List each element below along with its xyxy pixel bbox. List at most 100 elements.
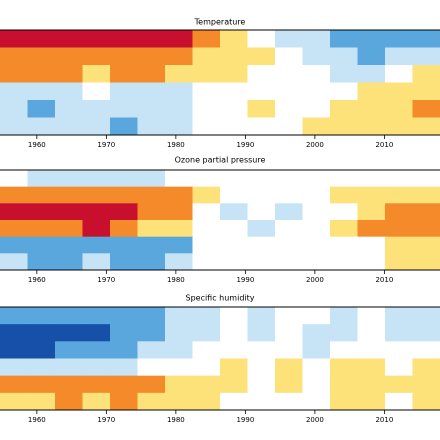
heat-cell [192, 82, 221, 101]
heat-cell [137, 47, 166, 66]
heat-cell [0, 117, 28, 136]
heat-cell [55, 375, 83, 394]
heat-cell [220, 375, 248, 394]
heat-cell [110, 253, 138, 271]
heat-cell [247, 358, 276, 377]
heat-cell [192, 236, 221, 254]
heat-cell [275, 117, 303, 136]
heat-cell [385, 100, 413, 118]
heat-cell [55, 100, 83, 118]
heat-cell [27, 236, 56, 254]
heat-cell [302, 82, 331, 101]
heat-cell [220, 253, 248, 271]
heat-cell [357, 65, 386, 83]
heat-cell [165, 307, 193, 325]
heat-cell [357, 117, 386, 136]
heat-cell [110, 392, 138, 411]
heat-cell [110, 82, 138, 101]
heat-cell [385, 203, 413, 221]
heat-cell [412, 186, 440, 204]
heat-cell [412, 47, 440, 66]
heat-cell [165, 253, 193, 271]
heat-cell [55, 341, 83, 359]
heat-cell [27, 82, 56, 101]
heat-cell [220, 341, 248, 359]
x-tick-label: 2000 [306, 276, 324, 284]
heat-cell [55, 392, 83, 411]
heat-cell [165, 220, 193, 238]
heat-cell [0, 170, 28, 188]
heat-cell [165, 341, 193, 359]
heat-cell [247, 375, 276, 394]
heat-cell [302, 220, 331, 238]
heat-cell [247, 47, 276, 66]
heat-cell [412, 220, 440, 238]
heat-cell [192, 186, 221, 204]
heat-cell [302, 341, 331, 359]
heat-cell [55, 203, 83, 221]
heat-cell [357, 30, 386, 48]
heat-cell [82, 65, 111, 83]
heat-cell [55, 324, 83, 342]
heat-cell [302, 65, 331, 83]
heat-cell [247, 253, 276, 271]
heat-cell [357, 47, 386, 66]
heat-cell [412, 341, 440, 359]
heat-cell [412, 170, 440, 188]
heat-cell [385, 392, 413, 411]
heat-cell [302, 170, 331, 188]
heat-cell [165, 170, 193, 188]
heat-cell [82, 253, 111, 271]
heat-cell [330, 30, 358, 48]
heat-cell [302, 186, 331, 204]
heat-cell [165, 117, 193, 136]
heat-cell [275, 82, 303, 101]
heat-cell [220, 65, 248, 83]
heat-cell [357, 82, 386, 101]
heat-cell [275, 236, 303, 254]
heat-cell [357, 186, 386, 204]
panel-title: Ozone partial pressure [175, 156, 266, 165]
heat-cell [137, 324, 166, 342]
heat-cell [110, 100, 138, 118]
heat-cell [55, 253, 83, 271]
heat-cell [220, 358, 248, 377]
heat-cell [330, 47, 358, 66]
x-tick-label: 2000 [306, 141, 324, 149]
x-tick-label: 1970 [97, 416, 115, 424]
heat-cell [302, 324, 331, 342]
heat-cell [330, 82, 358, 101]
heat-cell [110, 30, 138, 48]
heat-cell [247, 392, 276, 411]
heat-cell [0, 65, 28, 83]
heat-cell [220, 203, 248, 221]
heat-cell [385, 117, 413, 136]
heat-cell [0, 324, 28, 342]
heat-cell [192, 392, 221, 411]
heat-cell [27, 375, 56, 394]
heat-cell [82, 220, 111, 238]
heat-cell [220, 117, 248, 136]
heat-cell [0, 358, 28, 377]
heat-cell [247, 220, 276, 238]
heat-cell [302, 253, 331, 271]
heat-cell [82, 117, 111, 136]
heat-cell [137, 82, 166, 101]
heat-cell [137, 220, 166, 238]
heat-cell [275, 341, 303, 359]
heat-cell [247, 170, 276, 188]
heat-cell [412, 30, 440, 48]
heat-cell [55, 307, 83, 325]
x-tick-label: 1980 [167, 416, 185, 424]
heat-cell [27, 47, 56, 66]
heat-cell [192, 65, 221, 83]
heat-cell [220, 236, 248, 254]
heat-cell [412, 358, 440, 377]
heat-cell [385, 47, 413, 66]
heat-cell [165, 236, 193, 254]
heat-cell [82, 358, 111, 377]
heat-cell [82, 392, 111, 411]
heat-cell [385, 375, 413, 394]
heat-cell [192, 220, 221, 238]
